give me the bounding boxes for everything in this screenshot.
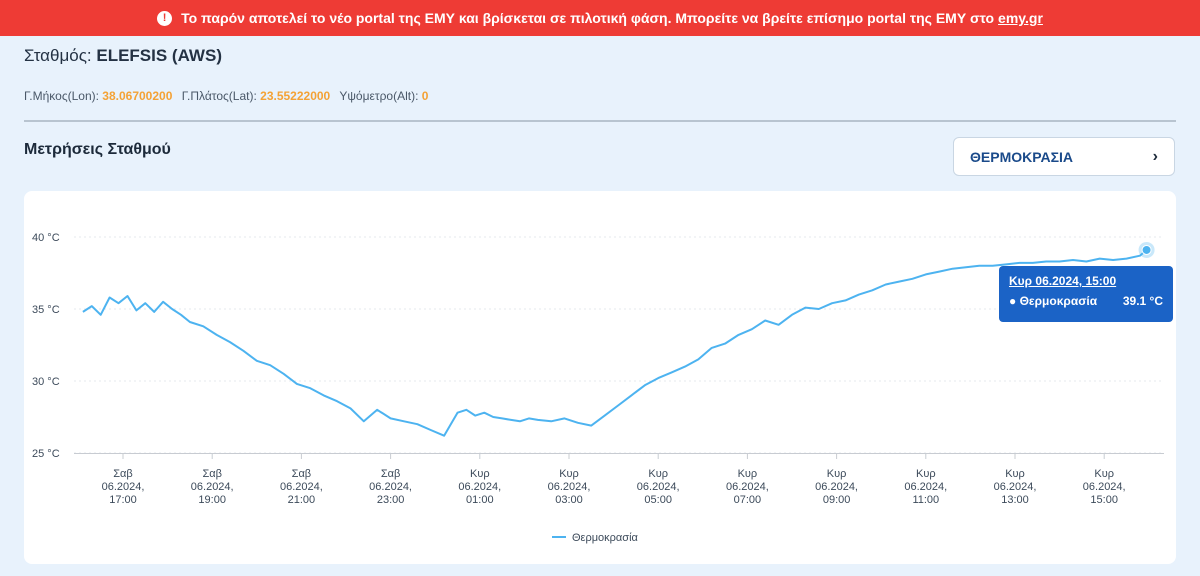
- x-tick-label: 06.2024,: [904, 481, 947, 493]
- x-tick-label: Σαβ: [292, 468, 312, 480]
- chart-tooltip: Κυρ 06.2024, 15:00 ● Θερμοκρασία 39.1 °C: [999, 266, 1173, 322]
- x-tick-label: 06.2024,: [815, 481, 858, 493]
- x-tick-label: 06.2024,: [458, 481, 501, 493]
- x-tick-label: 05:00: [644, 494, 672, 506]
- x-tick-label: 15:00: [1090, 494, 1118, 506]
- banner-message: Το παρόν αποτελεί το νέο portal της ΕΜΥ …: [181, 10, 995, 26]
- station-label: Σταθμός:: [24, 46, 92, 65]
- chevron-right-icon: ›: [1152, 147, 1158, 165]
- x-tick-label: 06.2024,: [369, 481, 412, 493]
- x-tick-label: Σαβ: [113, 468, 133, 480]
- x-tick-label: 06.2024,: [191, 481, 234, 493]
- x-tick-label: 23:00: [377, 494, 405, 506]
- alt-value: 0: [421, 89, 429, 103]
- y-tick-label: 35 °C: [32, 304, 60, 316]
- x-tick-label: 06.2024,: [548, 481, 591, 493]
- x-tick-label: Κυρ: [559, 468, 579, 480]
- x-tick-label: Κυρ: [1005, 468, 1025, 480]
- x-tick-label: 21:00: [288, 494, 316, 506]
- measurement-type-label: ΘΕΡΜΟΚΡΑΣΙΑ: [970, 148, 1074, 165]
- tooltip-value: 39.1 °C: [1122, 294, 1163, 308]
- x-tick-label: 19:00: [198, 494, 226, 506]
- exclamation-circle-icon: !: [157, 10, 173, 26]
- x-tick-label: Κυρ: [738, 468, 758, 480]
- x-tick-label: 06.2024,: [726, 481, 769, 493]
- x-tick-label: 11:00: [912, 494, 939, 506]
- x-tick-label: Κυρ: [1094, 468, 1114, 480]
- x-tick-label: 13:00: [1001, 494, 1029, 506]
- x-tick-label: 09:00: [823, 494, 851, 506]
- lat-label: Γ.Πλάτος(Lat):: [181, 89, 257, 103]
- measurements-title: Μετρήσεις Σταθμού: [24, 141, 171, 158]
- x-tick-label: Κυρ: [470, 468, 490, 480]
- x-tick-label: Κυρ: [916, 468, 936, 480]
- lat-value: 23.55222000: [260, 89, 331, 103]
- x-tick-label: Σαβ: [381, 468, 401, 480]
- x-tick-label: 07:00: [734, 494, 762, 506]
- x-tick-label: Κυρ: [827, 468, 847, 480]
- alt-label: Υψόμετρο(Alt):: [339, 89, 419, 103]
- chart-card: 25 °C 30 °C 35 °C 40 °C Σαβ 06.2024, 17:00 Σαβ 0…: [24, 191, 1176, 564]
- x-tick-label: 06.2024,: [994, 481, 1037, 493]
- x-tick-label: 06.2024,: [280, 481, 323, 493]
- y-tick-label: 25 °C: [32, 448, 60, 460]
- x-tick-label: 03:00: [555, 494, 583, 506]
- station-coordinates: Γ.Μήκος(Lon): 38.06700200 Γ.Πλάτος(Lat):…: [24, 89, 434, 103]
- x-tick-label: Σαβ: [202, 468, 222, 480]
- legend-label: Θερμοκρασία: [572, 532, 639, 544]
- pilot-warning-banner: ! Το παρόν αποτελεί το νέο portal της ΕΜ…: [0, 0, 1200, 36]
- x-tick-label: 06.2024,: [1083, 481, 1126, 493]
- x-tick-label: 06.2024,: [102, 481, 145, 493]
- lon-label: Γ.Μήκος(Lon):: [24, 89, 99, 103]
- section-divider: [24, 120, 1176, 122]
- tooltip-date: Κυρ 06.2024, 15:00: [1009, 274, 1117, 288]
- temperature-chart[interactable]: 25 °C30 °C35 °C40 °CΣαβ06.2024,17:00Σαβ0…: [24, 191, 1176, 564]
- lon-value: 38.06700200: [102, 89, 173, 103]
- x-tick-label: 01:00: [466, 494, 494, 506]
- station-name: ELEFSIS (AWS): [96, 46, 222, 65]
- tooltip-series: ● Θερμοκρασία: [1009, 294, 1098, 308]
- y-tick-label: 40 °C: [32, 232, 60, 244]
- measurement-type-select[interactable]: ΘΕΡΜΟΚΡΑΣΙΑ ›: [953, 137, 1175, 176]
- station-title: Σταθμός: ELEFSIS (AWS): [24, 46, 222, 66]
- temperature-series-line: [82, 249, 1148, 437]
- hover-point: [1141, 244, 1152, 255]
- y-tick-label: 30 °C: [32, 376, 60, 388]
- x-tick-label: 17:00: [109, 494, 137, 506]
- x-tick-label: 06.2024,: [637, 481, 680, 493]
- x-tick-label: Κυρ: [648, 468, 668, 480]
- emy-gr-link[interactable]: emy.gr: [998, 10, 1043, 26]
